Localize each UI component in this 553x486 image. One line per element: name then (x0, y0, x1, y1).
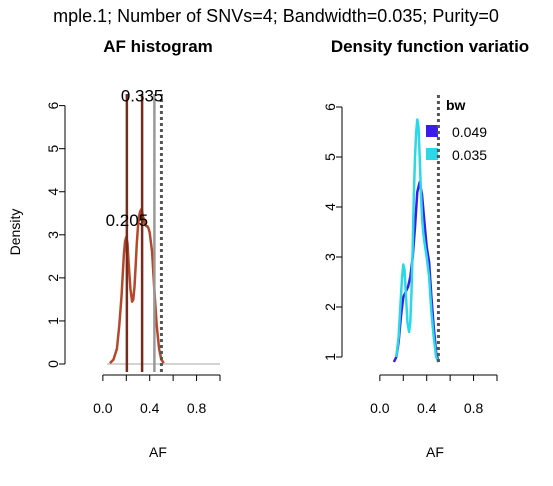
af-histogram-panel: AF histogram AF Density 0.0 0.4 0.8 0 1 2 3 4 5 6… (7, 37, 221, 460)
legend-swatch-0 (426, 125, 438, 137)
af-hist-series-0-line (109, 207, 165, 364)
density-var-x-tick-label: 0.4 (417, 400, 437, 416)
chart-title-af-histogram: AF histogram (103, 37, 213, 56)
af-hist-y-tick-label: 6 (45, 102, 61, 110)
af-hist-y-tick-label: 4 (45, 188, 61, 196)
x-axis-label-af-2: AF (426, 444, 444, 460)
density-var-series-0-line (392, 180, 440, 363)
legend-swatch-1 (426, 148, 438, 160)
x-axis-label-af: AF (149, 444, 167, 460)
density-var-x-tick-label: 0.0 (370, 400, 390, 416)
chart-title-density-variation: Density function variatio (331, 37, 529, 56)
af-hist-y-tick-label: 1 (45, 317, 61, 325)
af-hist-y-tick-label: 3 (45, 231, 61, 239)
density-var-y-tick-label: 6 (322, 103, 338, 111)
af-hist-annotation-0: 0.205 (106, 211, 149, 230)
af-hist-annotation-1: 0.335 (121, 86, 164, 105)
density-var-y-tick-label: 1 (322, 353, 338, 361)
density-variation-panel: Density function variatio AF bw 0.049 0.… (322, 37, 529, 460)
density-var-y-tick-label: 3 (322, 253, 338, 261)
af-hist-x-tick-label: 0.8 (187, 400, 207, 416)
af-hist-y-tick-label: 5 (45, 145, 61, 153)
af-hist-y-tick-label: 2 (45, 274, 61, 282)
figure-title: mple.1; Number of SNVs=4; Bandwidth=0.03… (53, 6, 499, 26)
y-axis-label-density: Density (7, 209, 23, 256)
density-var-y-tick-label: 4 (322, 203, 338, 211)
af-hist-x-tick-label: 0.0 (93, 400, 113, 416)
density-var-y-tick-label: 5 (322, 153, 338, 161)
legend-title: bw (446, 97, 466, 113)
af-hist-y-tick-label: 0 (45, 360, 61, 368)
legend-label-0: 0.049 (452, 124, 487, 140)
af-hist-x-tick-label: 0.4 (140, 400, 160, 416)
density-var-y-tick-label: 2 (322, 303, 338, 311)
legend-label-1: 0.035 (452, 147, 487, 163)
density-var-x-tick-label: 0.8 (464, 400, 484, 416)
density-var-series-1-line (395, 118, 440, 363)
